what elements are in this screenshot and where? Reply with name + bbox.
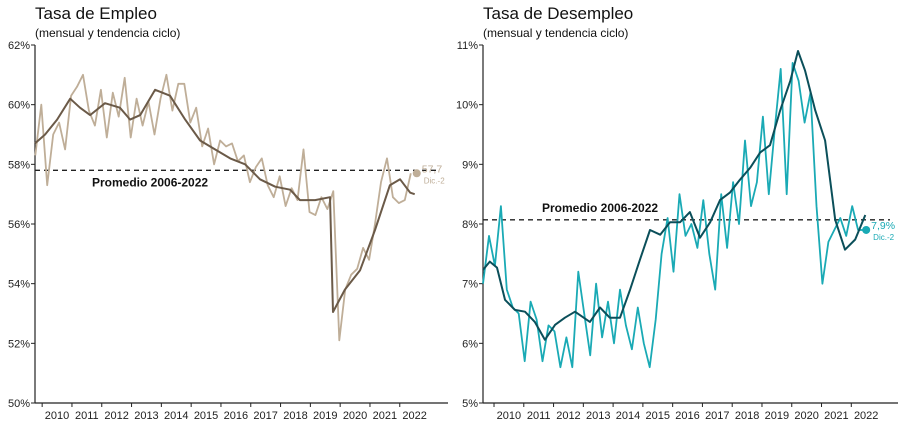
x-tick-label: 2019 xyxy=(313,410,337,422)
y-tick-label: 50% xyxy=(8,398,30,410)
x-tick-label: 2022 xyxy=(402,410,426,422)
x-tick-label: 2018 xyxy=(283,410,307,422)
y-tick-label: 52% xyxy=(8,338,30,350)
x-tick-label: 2013 xyxy=(134,410,158,422)
x-tick-label: 2012 xyxy=(104,410,128,422)
last-point-marker xyxy=(862,225,871,234)
average-label: Promedio 2006-2022 xyxy=(542,201,658,215)
y-tick-label: 10% xyxy=(456,100,478,112)
x-tick-label: 2017 xyxy=(253,410,277,422)
last-point-date-label: Dic.-2 xyxy=(424,176,445,185)
x-tick-label: 2017 xyxy=(705,410,729,422)
x-tick-label: 2013 xyxy=(586,410,610,422)
x-tick-label: 2020 xyxy=(794,410,818,422)
y-tick-label: 6% xyxy=(462,338,478,350)
chart-title-desempleo: Tasa de Desempleo xyxy=(483,4,634,23)
last-point-date-label: Dic.-2 xyxy=(873,233,894,242)
x-tick-label: 2014 xyxy=(164,410,188,422)
y-tick-label: 11% xyxy=(457,40,478,52)
x-tick-label: 2022 xyxy=(854,410,878,422)
last-point-value-label: 57,7 xyxy=(422,163,443,175)
x-tick-label: 2021 xyxy=(824,410,848,422)
chart-title-empleo: Tasa de Empleo xyxy=(35,4,157,23)
trend-series-line xyxy=(482,50,867,341)
average-label: Promedio 2006-2022 xyxy=(92,175,208,189)
y-tick-label: 58% xyxy=(8,159,30,171)
trend-series-line xyxy=(34,88,416,313)
x-tick-label: 2019 xyxy=(765,410,789,422)
y-tick-label: 54% xyxy=(8,279,30,291)
x-tick-label: 2015 xyxy=(646,410,670,422)
y-tick-label: 8% xyxy=(462,219,478,231)
y-tick-label: 7% xyxy=(462,279,478,291)
x-tick-label: 2011 xyxy=(75,410,99,422)
x-tick-label: 2016 xyxy=(224,410,248,422)
employment-chart: 50% 52% 54% 56% 58% 60% 62% 2010 2011 2012 2013 201… xyxy=(8,40,448,422)
chart-subtitle-empleo: (mensual y tendencia ciclo) xyxy=(35,26,181,40)
y-tick-label: 60% xyxy=(8,100,30,112)
x-tick-label: 2010 xyxy=(497,410,521,422)
y-tick-label: 5% xyxy=(462,398,478,410)
monthly-series-line xyxy=(482,62,865,369)
x-tick-label: 2018 xyxy=(735,410,759,422)
x-tick-label: 2021 xyxy=(373,410,397,422)
y-tick-label: 9% xyxy=(462,159,478,171)
unemployment-chart: 5% 6% 7% 8% 9% 10% 11% 2010 2011 2012 2013 2014 2015… xyxy=(456,40,898,422)
x-tick-label: 2020 xyxy=(343,410,367,422)
x-tick-label: 2014 xyxy=(616,410,640,422)
x-tick-label: 2010 xyxy=(45,410,69,422)
y-tick-label: 62% xyxy=(8,40,30,52)
x-tick-label: 2015 xyxy=(194,410,218,422)
y-tick-label: 56% xyxy=(8,219,30,231)
last-point-marker xyxy=(412,169,421,178)
last-point-value-label: 7,9% xyxy=(871,220,895,232)
chart-subtitle-desempleo: (mensual y tendencia ciclo) xyxy=(483,26,629,40)
x-tick-label: 2012 xyxy=(556,410,580,422)
x-tick-label: 2011 xyxy=(527,410,551,422)
x-tick-label: 2016 xyxy=(675,410,699,422)
